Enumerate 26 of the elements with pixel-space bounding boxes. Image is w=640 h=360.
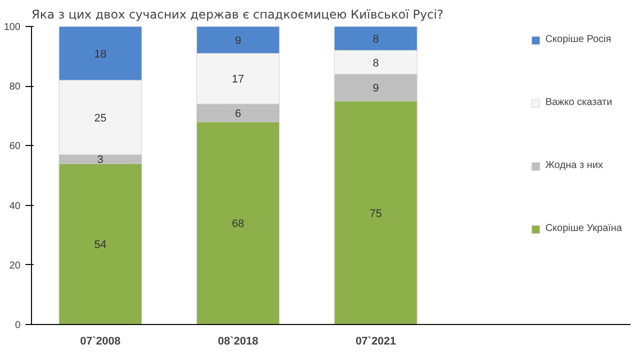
y-tick-label: 80 xyxy=(9,82,21,93)
data-label: 54 xyxy=(94,239,106,252)
data-label: 8 xyxy=(372,57,379,70)
data-label: 6 xyxy=(234,108,242,120)
data-label: 25 xyxy=(94,112,106,124)
y-tick-label: 0 xyxy=(14,320,21,331)
x-tick-label: 07`2021 xyxy=(356,336,396,348)
y-tick-label: 60 xyxy=(9,141,21,152)
chart-title: Яка з цих двох сучасних держав є спадкоємицею Київської Русі? xyxy=(32,8,444,22)
data-label: 18 xyxy=(94,48,106,60)
data-label: 9 xyxy=(372,82,379,95)
y-tick-label: 40 xyxy=(9,200,21,212)
y-tick-label: 100 xyxy=(4,22,21,33)
y-tick-label: 20 xyxy=(9,260,21,272)
legend-label: Жодна з них xyxy=(545,160,603,171)
data-label: 17 xyxy=(232,74,244,86)
data-label: 9 xyxy=(234,34,242,47)
data-label: 68 xyxy=(232,218,244,230)
legend-label: Скоріше Україна xyxy=(545,223,622,234)
x-tick-label: 07`2008 xyxy=(80,336,121,348)
legend-label: Важко сказати xyxy=(545,97,612,108)
data-label: 3 xyxy=(97,154,104,166)
data-label: 8 xyxy=(372,33,379,46)
legend-label: Скоріше Росія xyxy=(545,34,612,45)
data-label: 75 xyxy=(370,208,382,220)
x-tick-label: 08`2018 xyxy=(218,336,258,348)
